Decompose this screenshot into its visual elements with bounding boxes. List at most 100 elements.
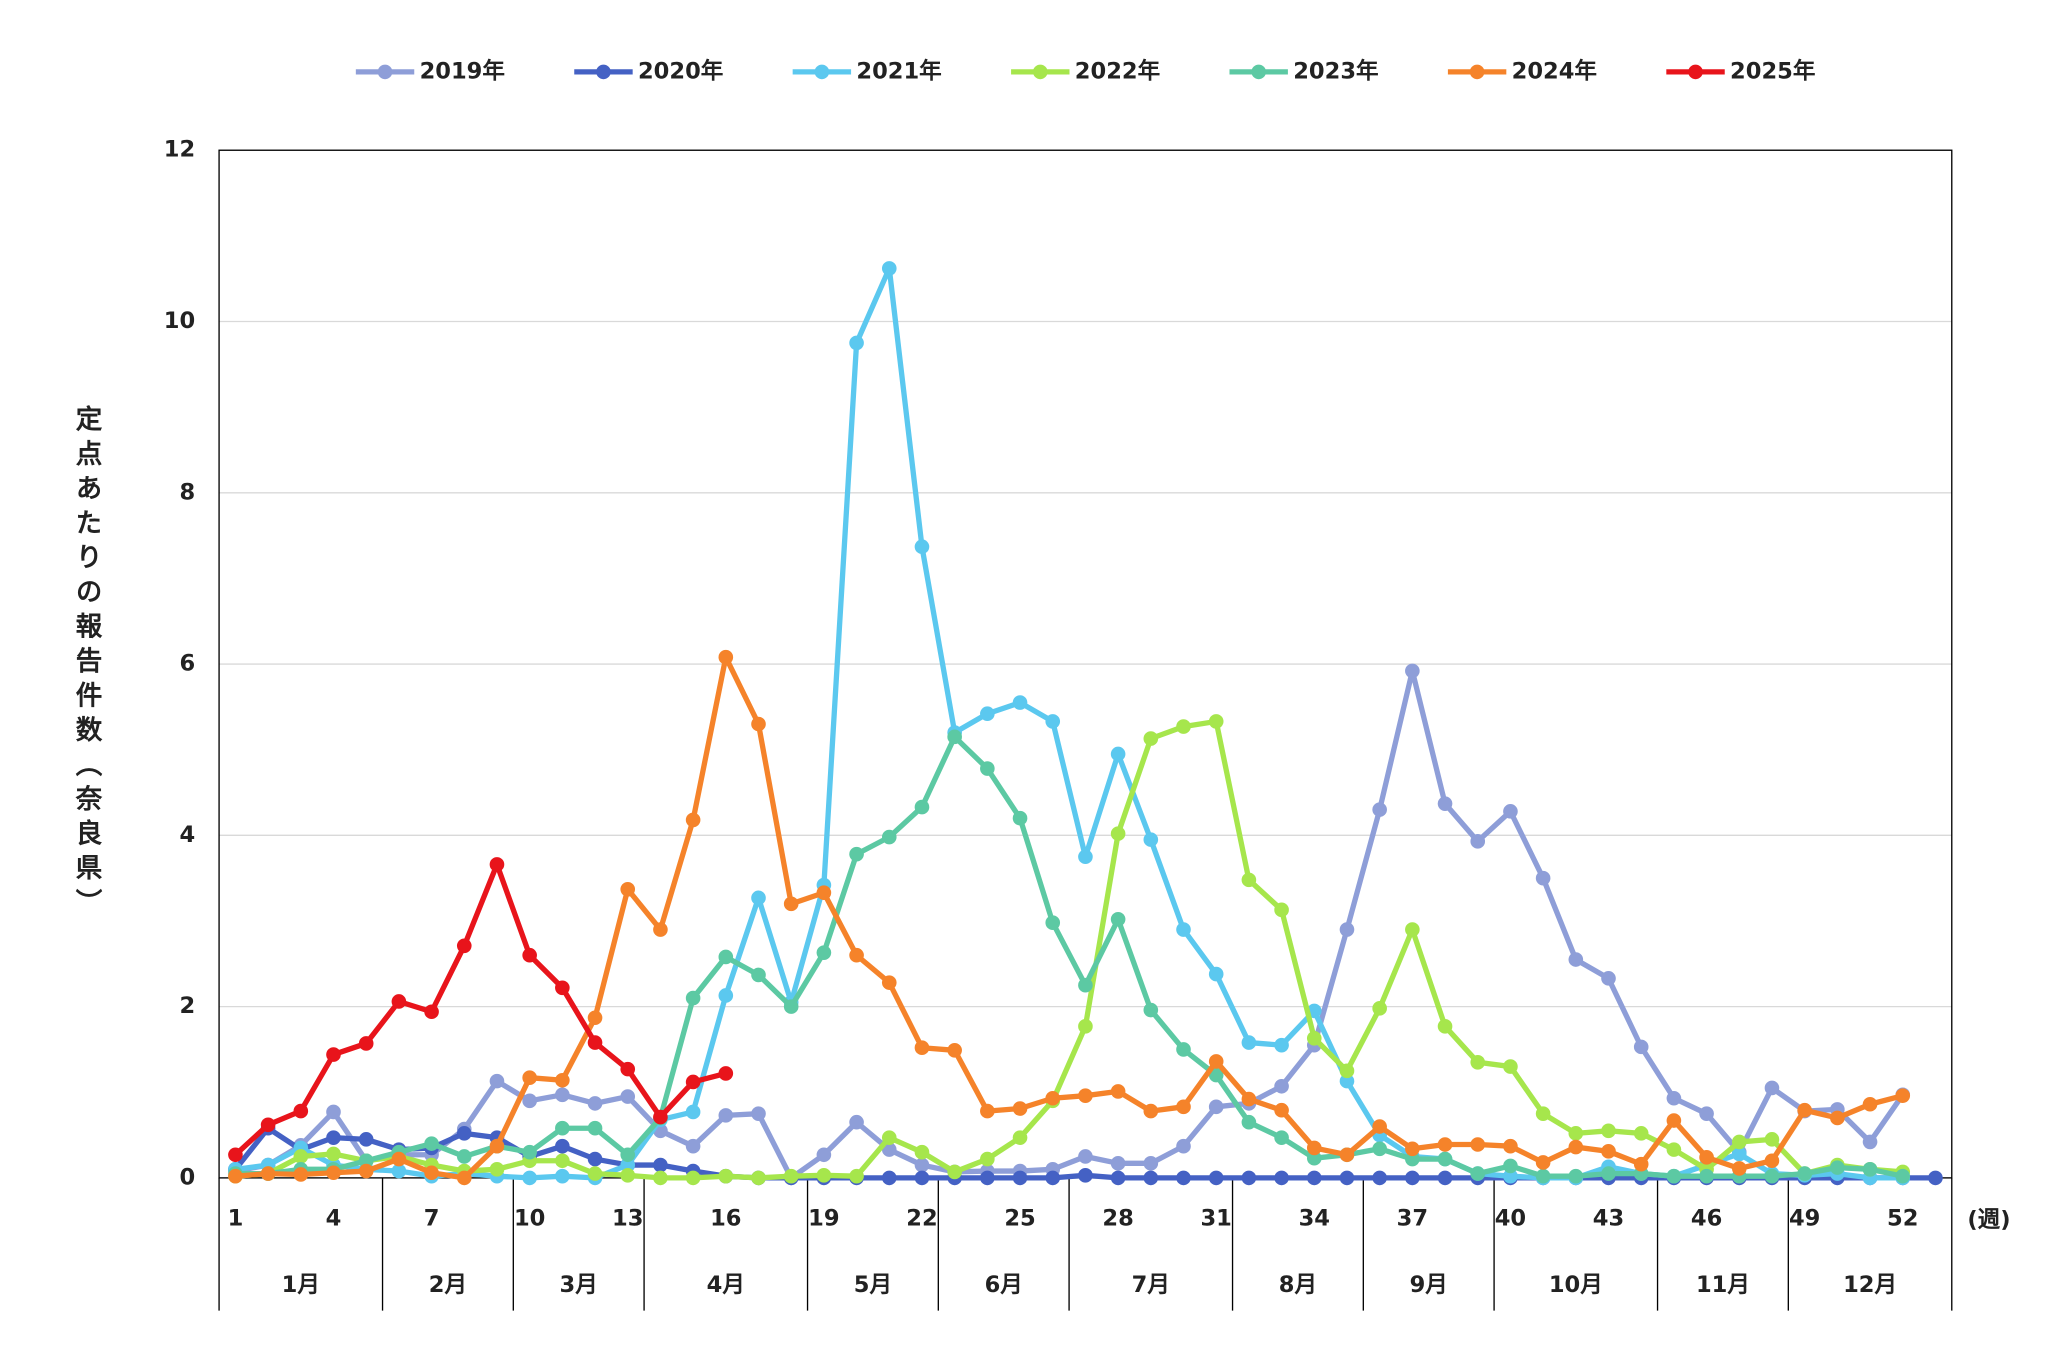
month-label: 7月 xyxy=(1132,1272,1170,1298)
data-point xyxy=(1110,826,1126,841)
data-point xyxy=(1633,1126,1649,1141)
data-point xyxy=(587,1096,603,1111)
data-point xyxy=(849,947,864,963)
legend-label: 2025年 xyxy=(1730,57,1815,84)
data-point xyxy=(1078,1149,1093,1164)
data-point xyxy=(358,1153,374,1169)
data-point xyxy=(1045,915,1061,930)
data-point xyxy=(1045,1170,1061,1186)
month-label: 2月 xyxy=(429,1272,467,1298)
legend-label: 2020年 xyxy=(638,57,723,84)
legend-marker xyxy=(377,64,393,80)
data-point xyxy=(489,857,505,872)
data-point xyxy=(816,945,832,960)
data-point xyxy=(816,1147,832,1163)
data-point xyxy=(1143,1170,1159,1186)
data-point xyxy=(1143,731,1159,746)
data-point xyxy=(1241,1091,1257,1107)
data-point xyxy=(1372,1001,1387,1016)
data-point xyxy=(1208,1170,1224,1186)
data-point xyxy=(1176,1170,1191,1186)
legend-label: 2022年 xyxy=(1075,57,1160,84)
legend-marker xyxy=(1469,64,1485,80)
data-point xyxy=(522,1144,537,1160)
data-point xyxy=(685,1138,701,1154)
x-tick-label: 22 xyxy=(906,1206,937,1232)
data-point xyxy=(587,1010,603,1026)
data-point xyxy=(718,988,734,1003)
x-tick-label: 16 xyxy=(710,1206,741,1232)
data-point xyxy=(1143,832,1159,847)
data-point xyxy=(1568,1126,1584,1141)
data-point xyxy=(1078,977,1093,993)
data-point xyxy=(1405,1141,1420,1157)
data-point xyxy=(522,1093,537,1109)
data-point xyxy=(1045,1090,1061,1106)
data-point xyxy=(1078,849,1093,865)
data-point xyxy=(1633,1156,1649,1172)
data-point xyxy=(1110,911,1126,927)
series-line xyxy=(235,718,1903,1181)
data-point xyxy=(881,1170,897,1186)
data-point xyxy=(555,1120,570,1136)
data-point xyxy=(555,1168,570,1184)
series-line xyxy=(235,734,1904,1179)
data-point xyxy=(1601,1123,1616,1139)
data-point xyxy=(1535,1155,1551,1170)
data-point xyxy=(489,1138,505,1154)
data-point xyxy=(1764,1080,1780,1096)
x-tick-label: 37 xyxy=(1397,1206,1428,1232)
data-point xyxy=(555,1072,570,1088)
data-point xyxy=(1241,872,1257,888)
legend-label: 2024年 xyxy=(1512,57,1597,84)
data-point xyxy=(1601,1166,1616,1181)
data-point xyxy=(1830,1110,1845,1126)
data-point xyxy=(456,1126,472,1141)
data-point xyxy=(783,999,799,1014)
x-tick-label: 25 xyxy=(1004,1206,1035,1232)
data-point xyxy=(456,938,472,954)
data-point xyxy=(1568,1168,1584,1184)
data-point xyxy=(1470,1137,1486,1152)
data-point xyxy=(1699,1168,1714,1184)
data-point xyxy=(1731,1161,1747,1176)
data-point xyxy=(1405,663,1420,679)
data-point xyxy=(653,1109,668,1125)
legend-marker xyxy=(814,64,830,80)
data-point xyxy=(881,829,897,845)
data-point xyxy=(1274,1170,1289,1186)
data-point xyxy=(587,1151,603,1167)
data-point xyxy=(228,1147,243,1163)
data-point xyxy=(947,729,962,745)
data-point xyxy=(980,706,995,722)
data-point xyxy=(751,967,766,983)
data-point xyxy=(1078,1168,1093,1183)
series-line xyxy=(234,668,1905,1181)
data-point xyxy=(1503,804,1518,819)
data-point xyxy=(751,1106,766,1121)
data-point xyxy=(980,1170,995,1186)
data-point xyxy=(293,1167,309,1182)
data-point xyxy=(1078,1088,1093,1103)
data-point xyxy=(1143,1103,1159,1119)
data-point xyxy=(620,1157,636,1173)
data-point xyxy=(228,1168,243,1184)
legend-marker xyxy=(596,64,611,80)
data-point xyxy=(1274,1037,1289,1053)
x-axis-label: (週) xyxy=(1967,1207,2010,1233)
data-point xyxy=(685,1074,701,1090)
y-tick-label: 0 xyxy=(179,1164,195,1190)
data-point xyxy=(555,1087,570,1103)
data-point xyxy=(1176,1138,1191,1154)
x-tick-label: 7 xyxy=(424,1206,440,1232)
data-point xyxy=(1666,1142,1682,1157)
data-point xyxy=(1601,971,1616,986)
data-point xyxy=(653,1157,668,1173)
data-point xyxy=(685,812,701,828)
data-point xyxy=(1339,1170,1355,1186)
legend-label: 2023年 xyxy=(1293,57,1378,84)
data-point xyxy=(489,1073,505,1089)
data-point xyxy=(326,1165,341,1181)
data-point xyxy=(1306,1150,1322,1166)
